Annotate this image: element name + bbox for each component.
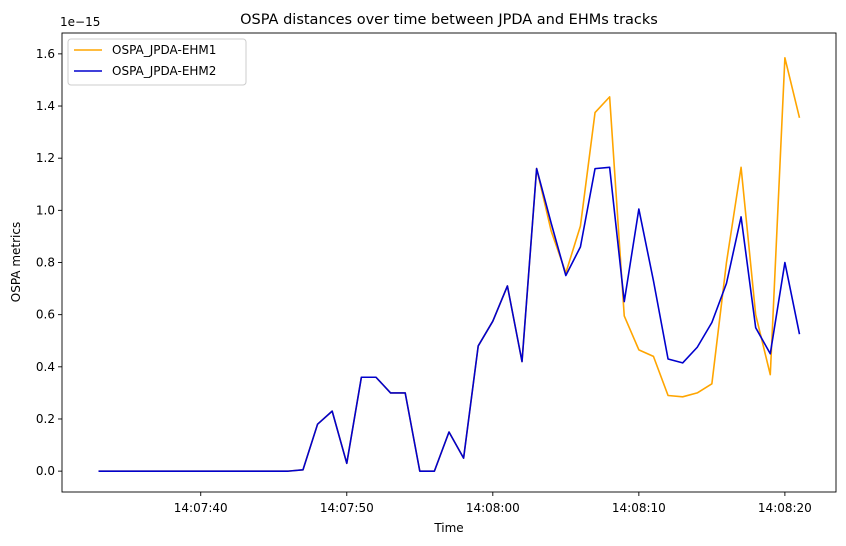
y-axis-ticks: 0.0 0.2 0.4 0.6 0.8 1.0 1.2 1.4 1.6 <box>36 47 62 478</box>
y-tick-label: 1.6 <box>36 47 55 61</box>
series-layer <box>98 56 801 472</box>
legend-box <box>67 38 247 86</box>
y-tick-label: 0.4 <box>36 360 55 374</box>
y-tick-label: 1.2 <box>36 151 55 165</box>
x-axis-ticks: 14:07:40 14:07:50 14:08:00 14:08:10 14:08:20 <box>174 492 812 515</box>
y-tick-label: 0.2 <box>36 412 55 426</box>
y-tick-label: 0.8 <box>36 256 55 270</box>
plot-frame <box>61 32 837 493</box>
series-line-ehm2 <box>98 166 801 472</box>
x-tick-label: 14:07:40 <box>174 501 228 515</box>
legend: OSPA_JPDA-EHM1 OSPA_JPDA-EHM2 <box>67 38 247 86</box>
x-tick-label: 14:08:10 <box>612 501 666 515</box>
y-tick-label: 1.0 <box>36 203 55 217</box>
series-line-ehm1 <box>98 56 801 472</box>
y-tick-label: 1.4 <box>36 99 55 113</box>
y-tick-label: 0.6 <box>36 308 55 322</box>
y-axis-label: OSPA metrics <box>9 222 23 302</box>
legend-label-ehm2: OSPA_JPDA-EHM2 <box>112 64 216 78</box>
y-tick-label: 0.0 <box>36 464 55 478</box>
y-scale-label: 1e−15 <box>60 15 100 29</box>
x-tick-label: 14:08:20 <box>758 501 812 515</box>
x-tick-label: 14:07:50 <box>320 501 374 515</box>
x-tick-label: 14:08:00 <box>466 501 520 515</box>
x-axis-label: Time <box>433 521 463 535</box>
legend-label-ehm1: OSPA_JPDA-EHM1 <box>112 43 216 57</box>
chart-title: OSPA distances over time between JPDA an… <box>240 12 658 28</box>
